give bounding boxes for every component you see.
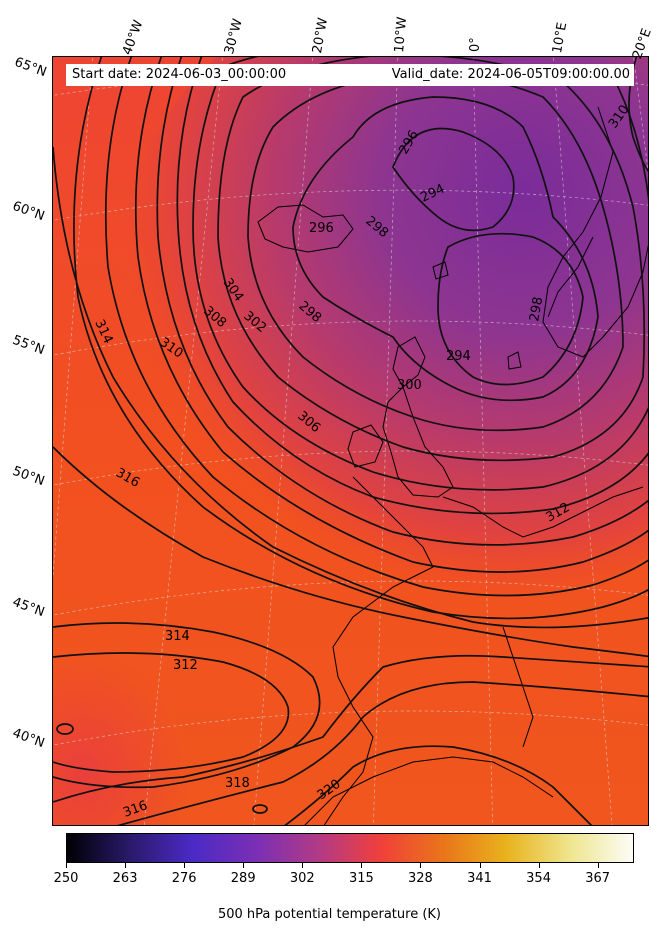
contour-318: [117, 681, 648, 825]
contour-314-south: [53, 622, 321, 789]
longitude-label: 30°W: [222, 17, 246, 56]
colorbar-tick-label: 250: [53, 871, 79, 886]
coast-small-islands: [432, 261, 522, 370]
coast-north-africa: [304, 756, 554, 825]
latitude-label: 65°N: [12, 54, 49, 81]
contour-312: [73, 57, 648, 620]
longitude-label: 10°W: [392, 16, 411, 54]
contour-308: [134, 57, 648, 573]
cold-low-shading: [113, 57, 648, 627]
latitude-label: 60°N: [10, 198, 47, 225]
latitude-label: 40°N: [10, 725, 47, 752]
isentropes: [53, 57, 648, 825]
colorbar-tick-mark: [184, 863, 186, 868]
longitude-label: 10°E: [550, 21, 571, 55]
colorbar-tick-mark: [538, 863, 540, 868]
contour-300: [217, 57, 646, 462]
date-info-bar: Start date: 2024-06-03_00:00:00 Valid_da…: [66, 64, 634, 86]
contour-label: 296: [309, 221, 334, 236]
longitude-label: 20°W: [310, 16, 332, 55]
contour-label: 298: [527, 296, 546, 323]
contour-304: [176, 57, 648, 515]
contour-294-south: [437, 232, 584, 386]
start-date-text: Start date: 2024-06-03_00:00:00: [72, 67, 287, 82]
colorbar-tick-mark: [479, 863, 481, 868]
potential-temperature-map: 296 294 296 298 298 304 302 308 310 314 …: [53, 57, 648, 825]
longitude-label: 20°E: [630, 26, 655, 62]
latitude-label: 45°N: [10, 594, 47, 621]
contour-320: [284, 745, 593, 825]
colorbar-tick-label: 276: [171, 871, 197, 886]
coast-italy: [502, 626, 534, 748]
contour-small-cell: [56, 723, 74, 735]
colorbar-tick-label: 289: [230, 871, 256, 886]
latitude-label: 50°N: [10, 463, 47, 490]
colorbar-tick-label: 354: [526, 871, 551, 886]
valid-date-text: Valid_date: 2024-06-05T09:00:00.00: [391, 67, 630, 82]
colorbar-tick-label: 263: [112, 871, 138, 886]
contour-306: [156, 57, 648, 546]
colorbar-tick-mark: [302, 863, 304, 868]
colorbar-tick-mark: [420, 863, 422, 868]
contour-label: 312: [173, 658, 198, 673]
coast-scotland: [392, 336, 426, 388]
contour-294-north: [392, 127, 515, 232]
colorbar-tick-label: 367: [585, 871, 611, 886]
colorbar-tick-mark: [361, 863, 363, 868]
coast-france-iberia: [323, 476, 434, 825]
colorbar-tick-label: 302: [289, 871, 315, 886]
colorbar-tick-mark: [597, 863, 599, 868]
colorbar-tick-label: 315: [348, 871, 374, 886]
colorbar-tick-label: 341: [467, 871, 492, 886]
coast-iceland: [257, 204, 354, 253]
contour-316-south: [53, 654, 648, 803]
contour-label: 300: [397, 378, 422, 393]
contour-314-north: [53, 146, 648, 629]
coast-britain: [382, 386, 454, 498]
coast-ireland: [347, 424, 384, 468]
map-panel: 296 294 296 298 298 304 302 308 310 314 …: [52, 56, 649, 826]
contour-small-cell-2: [252, 804, 268, 814]
latitude-label: 55°N: [10, 332, 47, 359]
contour-310: [104, 57, 648, 597]
longitude-label: 0°: [468, 37, 483, 52]
coast-norway-fjords: [547, 236, 594, 318]
longitude-label: 40°W: [120, 18, 147, 58]
colorbar-tick-mark: [243, 863, 245, 868]
contour-316-north: [53, 446, 648, 658]
coast-scandinavia: [542, 106, 648, 358]
colorbar-tick-mark: [66, 863, 67, 868]
contour-label: 318: [225, 776, 250, 791]
colorbar-title: 500 hPa potential temperature (K): [217, 907, 441, 922]
contour-label: 314: [165, 629, 190, 644]
colorbar-tick-label: 328: [408, 871, 433, 886]
colorbar: [66, 833, 634, 863]
contour-label: 294: [446, 349, 471, 364]
contour-312-south: [53, 652, 290, 773]
contour-296: [292, 96, 599, 402]
coast-continent: [442, 486, 644, 538]
colorbar-tick-mark: [125, 863, 127, 868]
coastlines: [257, 106, 648, 825]
